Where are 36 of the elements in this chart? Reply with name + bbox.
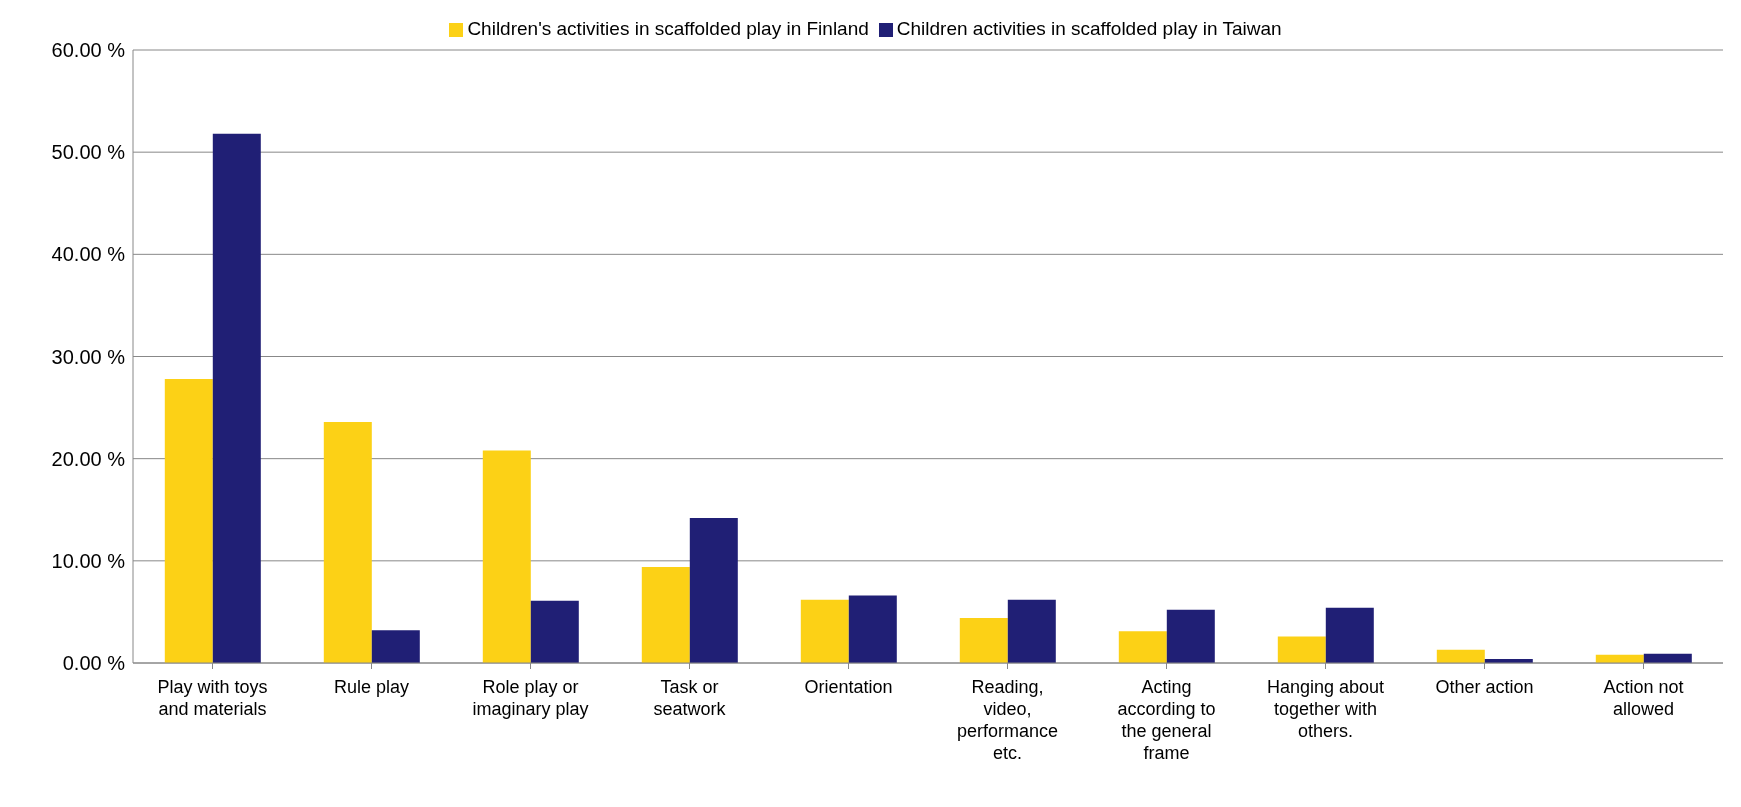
bar — [1325, 607, 1374, 663]
y-tick-label: 50.00 % — [51, 141, 126, 164]
bar — [959, 618, 1008, 663]
bar — [1166, 609, 1215, 663]
bar — [323, 421, 372, 663]
x-tick-label: Acting according to the general frame — [1117, 677, 1216, 763]
bar — [1277, 636, 1326, 663]
legend-label: Children activities in scaffolded play in Taiwan — [896, 18, 1282, 39]
x-tick-label: Play with toys and materials — [157, 677, 268, 719]
bar — [212, 133, 261, 663]
x-tick-label: Rule play — [333, 677, 410, 697]
bar — [482, 450, 531, 663]
y-tick-label: 60.00 % — [51, 39, 126, 62]
bar — [689, 517, 738, 663]
x-tick-label: Orientation — [804, 677, 893, 697]
x-tick-label: Reading, video, performance etc. — [956, 677, 1059, 763]
y-tick-label: 0.00 % — [62, 652, 126, 675]
bar — [1118, 631, 1167, 663]
bar — [641, 566, 690, 663]
bar — [1007, 599, 1056, 663]
legend-label: Children's activities in scaffolded play in Finland — [467, 18, 869, 39]
y-tick-label: 40.00 % — [51, 243, 126, 266]
bar — [371, 630, 420, 663]
y-tick-label: 20.00 % — [51, 447, 126, 470]
bar — [164, 378, 213, 663]
x-tick-label: Task or seatwork — [653, 677, 727, 719]
x-tick-label: Role play or imaginary play — [472, 677, 589, 719]
y-tick-label: 30.00 % — [51, 345, 126, 368]
y-tick-label: 10.00 % — [51, 549, 126, 572]
x-tick-label: Action not allowed — [1603, 677, 1684, 719]
bar — [530, 600, 579, 663]
x-tick-label: Hanging about together with others. — [1266, 677, 1385, 741]
bar — [800, 599, 849, 663]
bar — [1436, 649, 1485, 663]
bar — [848, 595, 897, 663]
x-tick-label: Other action — [1435, 677, 1534, 697]
